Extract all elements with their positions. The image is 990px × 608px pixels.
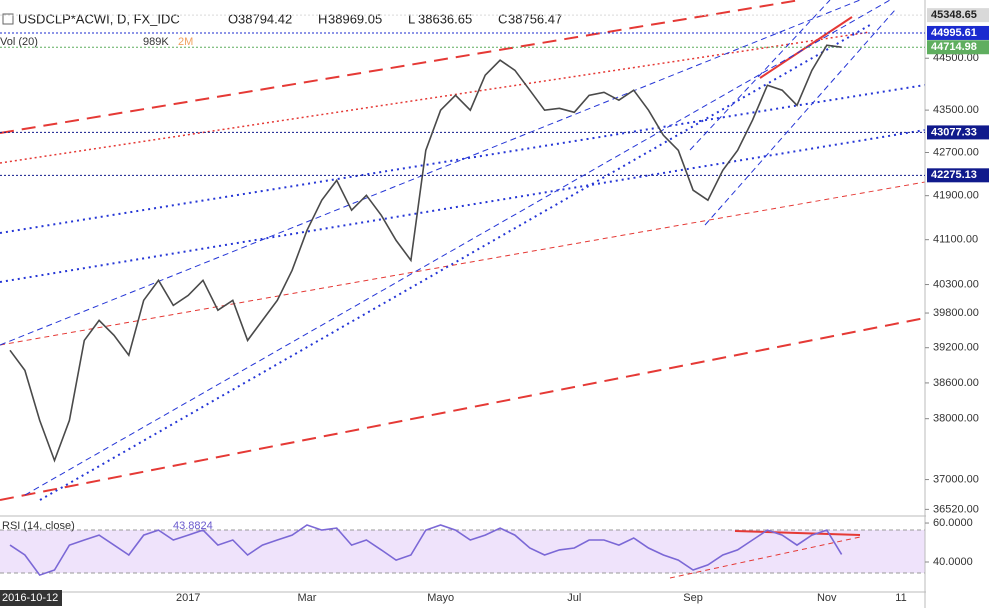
channel-line [0,0,861,346]
x-tick-label: Sep [683,592,703,604]
dotted-line [0,129,926,283]
y-tick-label: 60.0000 [933,517,973,529]
series-line [9,44,842,463]
level-label: 45348.65 [931,9,977,21]
channel-line [24,0,891,496]
level-label-box [927,8,989,23]
x-tick-label: 11 [895,592,906,604]
y-tick-label: 42700.00 [933,146,979,158]
ohlc-key: C [498,11,507,26]
collapse-icon[interactable] [2,13,14,25]
crosshair-date-box [0,590,62,606]
channel-line [689,0,831,151]
trendline [0,0,801,134]
x-tick-label: 2016-10-12 [2,592,58,604]
ohlc-key: H [318,11,327,26]
x-tick-label: Mayo [427,592,454,604]
level-label: 43077.33 [931,126,977,138]
drawings [0,0,926,579]
level-label: 42275.13 [931,169,977,181]
level-label-box [927,168,989,183]
ohlc-value: 38756.47 [508,11,562,26]
trendline [0,181,926,346]
y-tick-label: 38000.00 [933,413,979,425]
x-tick-label: Nov [817,592,837,604]
y-tick-label: 36520.00 [933,503,979,515]
x-tick-label: 2017 [176,592,200,604]
ohlc-value: 38794.42 [238,11,292,26]
y-tick-label: 39800.00 [933,307,979,319]
level-label-box [927,25,989,40]
price-axis [926,0,990,608]
level-label: 44995.61 [931,27,977,39]
x-tick-label: Jul [567,592,581,604]
ohlc-value: 38636.65 [418,11,472,26]
trendline [0,31,871,164]
rsi-band [0,530,925,573]
volume-label: Vol (20) [0,36,38,48]
y-tick-label: 41100.00 [933,234,978,246]
level-label-box [927,125,989,140]
trendline [0,317,926,501]
level-label: 44714.98 [931,41,977,53]
y-tick-label: 43500.00 [933,104,979,116]
series-line [9,524,843,577]
x-tick-label: Mar [298,592,317,604]
rsi-trendline [734,530,861,536]
y-tick-label: 44500.00 [933,52,979,64]
y-tick-label: 40.0000 [933,556,973,568]
y-tick-label: 40300.00 [933,278,979,290]
y-tick-label: 41900.00 [933,190,979,202]
y-tick-label: 37000.00 [933,473,979,485]
rsi-label: RSI (14, close) [2,520,75,532]
header: USDCLP*ACWI, D, FX_IDC Vol (20) 989K 2M … [0,11,213,531]
y-tick-label: 38600.00 [933,377,979,389]
volume-value: 989K [143,36,169,48]
ohlc-key: L [408,11,415,26]
rsi-value: 43.8824 [173,520,213,532]
channel-line [704,9,896,226]
ohlc-value: 38969.05 [328,11,382,26]
y-tick-label: 39200.00 [933,342,979,354]
volume-average: 2M [178,36,193,48]
level-label-box [927,40,989,55]
dotted-line [0,84,926,234]
ohlc-key: O [228,11,238,26]
symbol: USDCLP*ACWI, D, FX_IDC [18,11,180,26]
